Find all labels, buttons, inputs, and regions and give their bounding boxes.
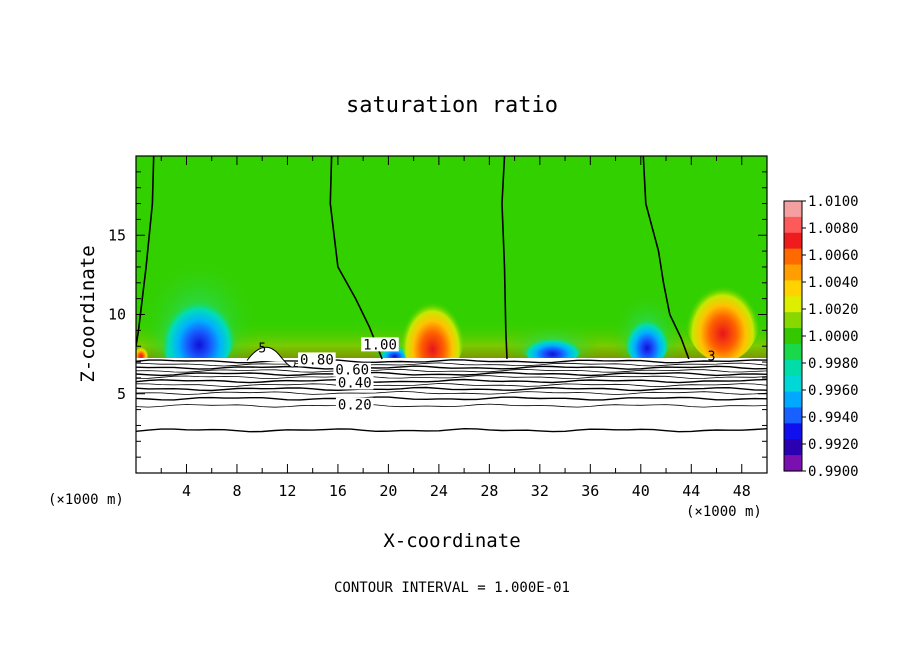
- x-tick-label: 36: [581, 482, 599, 500]
- saturation-contour: [136, 156, 155, 347]
- contour-tick-label: 3: [708, 349, 716, 364]
- contour-label: 0.80: [300, 352, 334, 368]
- x-tick-label: 28: [480, 482, 498, 500]
- x-tick-label: 40: [632, 482, 650, 500]
- x-tick-label: 4: [182, 482, 191, 500]
- contour-line: [136, 359, 767, 364]
- subsaturated-patch: [522, 331, 583, 364]
- saturation-contour: [501, 156, 508, 359]
- colorbar-swatch: [784, 296, 802, 313]
- contour-line: [136, 403, 767, 408]
- x-axis: 4 8 12 16 20 24 28 32 36 40 44 48: [160, 156, 751, 500]
- contour-line: [136, 375, 767, 379]
- y-axis-label: Z-coordinate: [77, 245, 99, 382]
- y-tick-label: 10: [108, 306, 126, 324]
- x-tick-label: 20: [379, 482, 397, 500]
- colorbar-swatch: [784, 407, 802, 424]
- colorbar-label: 1.0080: [808, 221, 859, 237]
- contour-label: 0.60: [335, 363, 369, 379]
- colorbar-swatch: [784, 248, 802, 266]
- supersaturated-patch: [136, 343, 149, 363]
- contour-line: [136, 396, 767, 401]
- y-tick-label: 5: [117, 385, 126, 403]
- y-axis: 5 10 15: [108, 171, 767, 458]
- x-tick-label: 48: [733, 482, 751, 500]
- contour-label: 1.00: [363, 337, 397, 353]
- colorbar-label: 0.9920: [808, 437, 859, 453]
- supersaturated-patch: [399, 282, 466, 378]
- subsaturated-patch: [624, 308, 670, 366]
- x-tick-label: 24: [430, 482, 448, 500]
- colorbar-swatch: [784, 439, 802, 456]
- colorbar-swatch: [784, 328, 802, 345]
- x-unit-label-right: (×1000 m): [686, 504, 762, 520]
- y-tick-label: 15: [108, 226, 126, 244]
- subsaturated-patch: [161, 282, 237, 372]
- colorbar-label: 1.0000: [808, 329, 859, 345]
- contour-line: [136, 383, 767, 388]
- contour-label-background: [335, 375, 374, 390]
- colorbar-swatch: [784, 280, 802, 297]
- chart-title: saturation ratio: [346, 93, 558, 118]
- contour-line: [136, 427, 767, 433]
- plot-area: [136, 156, 767, 473]
- x-unit-label-left: (×1000 m): [48, 492, 124, 508]
- x-tick-label: 12: [278, 482, 296, 500]
- contour-line: [136, 365, 767, 370]
- contour-label: 0.20: [338, 398, 372, 414]
- colorbar-swatch: [784, 343, 802, 361]
- x-tick-label: 44: [682, 482, 700, 500]
- x-tick-label: 16: [329, 482, 347, 500]
- colorbar-label: 0.9980: [808, 356, 859, 372]
- colorbar-label: 1.0060: [808, 248, 859, 264]
- colorbar-swatch: [784, 264, 802, 282]
- colorbar-swatch: [784, 375, 802, 393]
- colorbar-swatch: [784, 455, 802, 472]
- contour-line: [136, 362, 767, 367]
- contour-label-background: [361, 337, 399, 352]
- contour-tick-label: 5: [258, 342, 266, 357]
- contour-label-background: [335, 397, 374, 412]
- contour-line: [136, 378, 767, 384]
- colorbar-label: 0.9960: [808, 383, 859, 399]
- x-axis-label: X-coordinate: [383, 530, 520, 552]
- colorbar-swatch: [784, 216, 802, 234]
- colorbar-label: 0.9940: [808, 410, 859, 426]
- saturation-contour: [642, 156, 690, 360]
- colorbar-label: 1.0040: [808, 275, 859, 291]
- colorbar: 1.0100 1.0080 1.0060 1.0040 1.0020 1.0000 0.99…: [783, 194, 859, 480]
- supersaturated-patch: [684, 266, 761, 363]
- x-tick-label: 32: [531, 482, 549, 500]
- colorbar-label: 1.0100: [808, 194, 859, 210]
- colorbar-swatch: [784, 359, 802, 377]
- colorbar-swatch: [784, 423, 802, 440]
- colorbar-swatch: [784, 232, 802, 250]
- colorbar-label: 1.0020: [808, 302, 859, 318]
- contour-line: [136, 368, 767, 373]
- contour-line: [136, 386, 767, 392]
- contour-label-background: [298, 352, 336, 367]
- contour-line: [136, 371, 767, 377]
- contour-line: [136, 390, 767, 395]
- contour-label-background: [333, 362, 371, 377]
- colorbar-label: 0.9900: [808, 464, 859, 480]
- contour-interval-note: CONTOUR INTERVAL = 1.000E-01: [334, 580, 570, 596]
- colorbar-swatch: [784, 312, 802, 329]
- x-tick-label: 8: [232, 482, 241, 500]
- colorbar-swatch: [784, 391, 802, 409]
- contour-label: 0.40: [338, 375, 372, 391]
- colorbar-swatch: [784, 201, 802, 218]
- terrain-bump-contour: [246, 346, 296, 368]
